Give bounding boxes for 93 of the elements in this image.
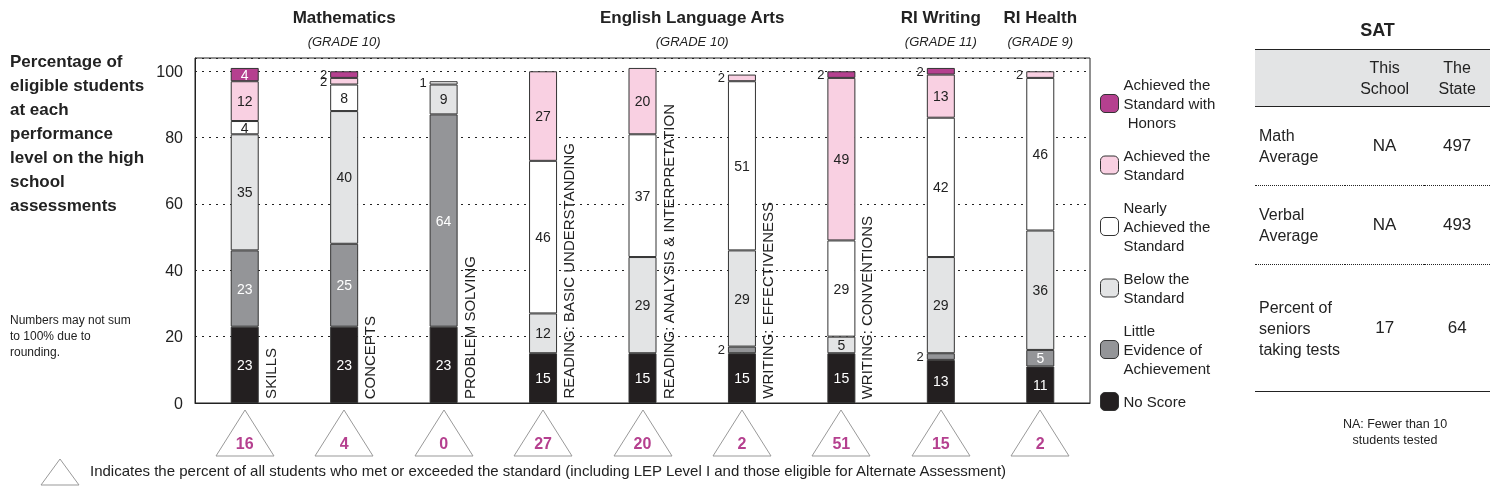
data-label: 37 <box>634 187 651 204</box>
y-tick-label: 60 <box>165 195 184 213</box>
data-label: 5 <box>837 336 846 353</box>
text: Indicates the percent of all students who met or exceeded the standard (including LEP Level I and those eligible for Alternate Assessment) <box>90 462 1007 479</box>
data-label: 25 <box>336 277 353 294</box>
text: 17 <box>1375 318 1395 337</box>
y-tick-label: 40 <box>165 261 184 279</box>
text: NA <box>1372 136 1397 155</box>
legend-label: Nearly Achieved the Standard <box>1123 199 1215 254</box>
data-label: 23 <box>236 356 253 373</box>
data-label: 35 <box>236 184 253 201</box>
data-label: 2 <box>717 70 725 86</box>
data-label: 12 <box>535 325 552 342</box>
text: 20 <box>632 435 653 453</box>
x-tick-label: SKILLS <box>261 348 279 399</box>
data-label: 2 <box>916 63 924 79</box>
text: 51 <box>831 435 852 453</box>
text: English Language Arts <box>598 8 786 28</box>
data-label: 64 <box>435 212 452 229</box>
y-tick-label: 20 <box>165 328 184 346</box>
data-label: 15 <box>634 370 651 387</box>
data-label: 23 <box>236 280 253 297</box>
x-tick-label: READING: ANALYSIS & INTERPRETATION <box>659 103 677 399</box>
text: 493 <box>1442 215 1472 234</box>
data-label: 51 <box>734 157 750 174</box>
text: 2 <box>736 435 748 453</box>
data-label: 9 <box>439 91 448 108</box>
category-label: The State <box>1437 58 1477 99</box>
data-label: 49 <box>833 151 850 168</box>
data-label: 15 <box>734 370 750 387</box>
text: NA <box>1372 215 1397 234</box>
data-label: 2 <box>916 349 924 365</box>
x-tick-label: CONCEPTS <box>361 315 379 399</box>
data-label: 29 <box>734 290 750 307</box>
text: NA: Fewer than 10 students tested <box>1341 416 1449 448</box>
x-tick-label: WRITING: CONVENTIONS <box>858 215 876 399</box>
text: SAT <box>1359 20 1396 41</box>
data-label: 23 <box>336 356 353 373</box>
text: 4 <box>338 435 350 453</box>
data-label: 11 <box>1033 376 1048 393</box>
data-label: 36 <box>1032 282 1049 299</box>
data-label: 29 <box>833 280 850 297</box>
data-label: 4 <box>240 119 249 136</box>
data-label: 23 <box>435 356 452 373</box>
text: 497 <box>1442 136 1472 155</box>
text: 2 <box>1034 435 1046 453</box>
data-label: 29 <box>933 297 949 314</box>
text: 64 <box>1447 318 1467 337</box>
data-label: 27 <box>535 108 552 125</box>
data-label: 46 <box>1032 146 1049 163</box>
text: Mathematics <box>291 8 397 28</box>
category-label: Percent of seniors taking tests <box>1259 298 1340 358</box>
y-axis-title: Percentage of eligible students at each performance level on the high school assessments <box>10 51 146 217</box>
x-tick-label: READING: BASIC UNDERSTANDING <box>560 143 578 399</box>
data-label: 1 <box>419 75 427 91</box>
data-label: 5 <box>1036 350 1045 367</box>
x-tick-label: PROBLEM SOLVING <box>460 255 478 399</box>
category-label: Math Average <box>1259 127 1319 165</box>
legend-label: No Score <box>1123 393 1187 410</box>
data-label: 40 <box>336 169 353 186</box>
legend-label: Achieved the Standard with Honors <box>1123 76 1216 131</box>
y-tick-label: 100 <box>156 62 184 80</box>
legend-label: Little Evidence of Achievement <box>1123 322 1212 377</box>
y-tick-label: 0 <box>174 394 184 412</box>
y-tick-label: 80 <box>165 129 184 147</box>
category-label: Verbal Average <box>1259 206 1319 244</box>
legend-label: Achieved the Standard <box>1123 147 1215 183</box>
text: RI Health <box>1003 8 1078 27</box>
text: RI Writing <box>900 8 981 27</box>
data-label: 46 <box>535 229 552 246</box>
data-label: 15 <box>535 370 552 387</box>
data-label: 8 <box>340 89 349 106</box>
data-label: 42 <box>933 179 949 196</box>
legend-label: Below the Standard <box>1123 270 1194 306</box>
text: 16 <box>234 435 255 453</box>
text: (GRADE 10) <box>306 34 382 49</box>
data-label: 13 <box>933 88 949 105</box>
data-label: 13 <box>933 373 949 390</box>
data-label: 4 <box>240 66 249 83</box>
text: 27 <box>533 435 553 453</box>
text: (GRADE 10) <box>654 34 730 49</box>
x-tick-label: WRITING: EFFECTIVENESS <box>758 202 776 399</box>
text: Numbers may not sum to 100% due to rounding. <box>10 312 132 360</box>
data-label: 2 <box>717 342 725 358</box>
text: 0 <box>438 435 450 453</box>
text: (GRADE 9) <box>1007 34 1074 49</box>
text: 15 <box>930 435 951 453</box>
text: (GRADE 11) <box>904 34 977 49</box>
data-label: 15 <box>833 370 850 387</box>
category-label: This School <box>1359 58 1411 99</box>
data-label: 29 <box>634 297 651 314</box>
data-label: 12 <box>236 93 253 110</box>
data-label: 20 <box>634 93 651 110</box>
